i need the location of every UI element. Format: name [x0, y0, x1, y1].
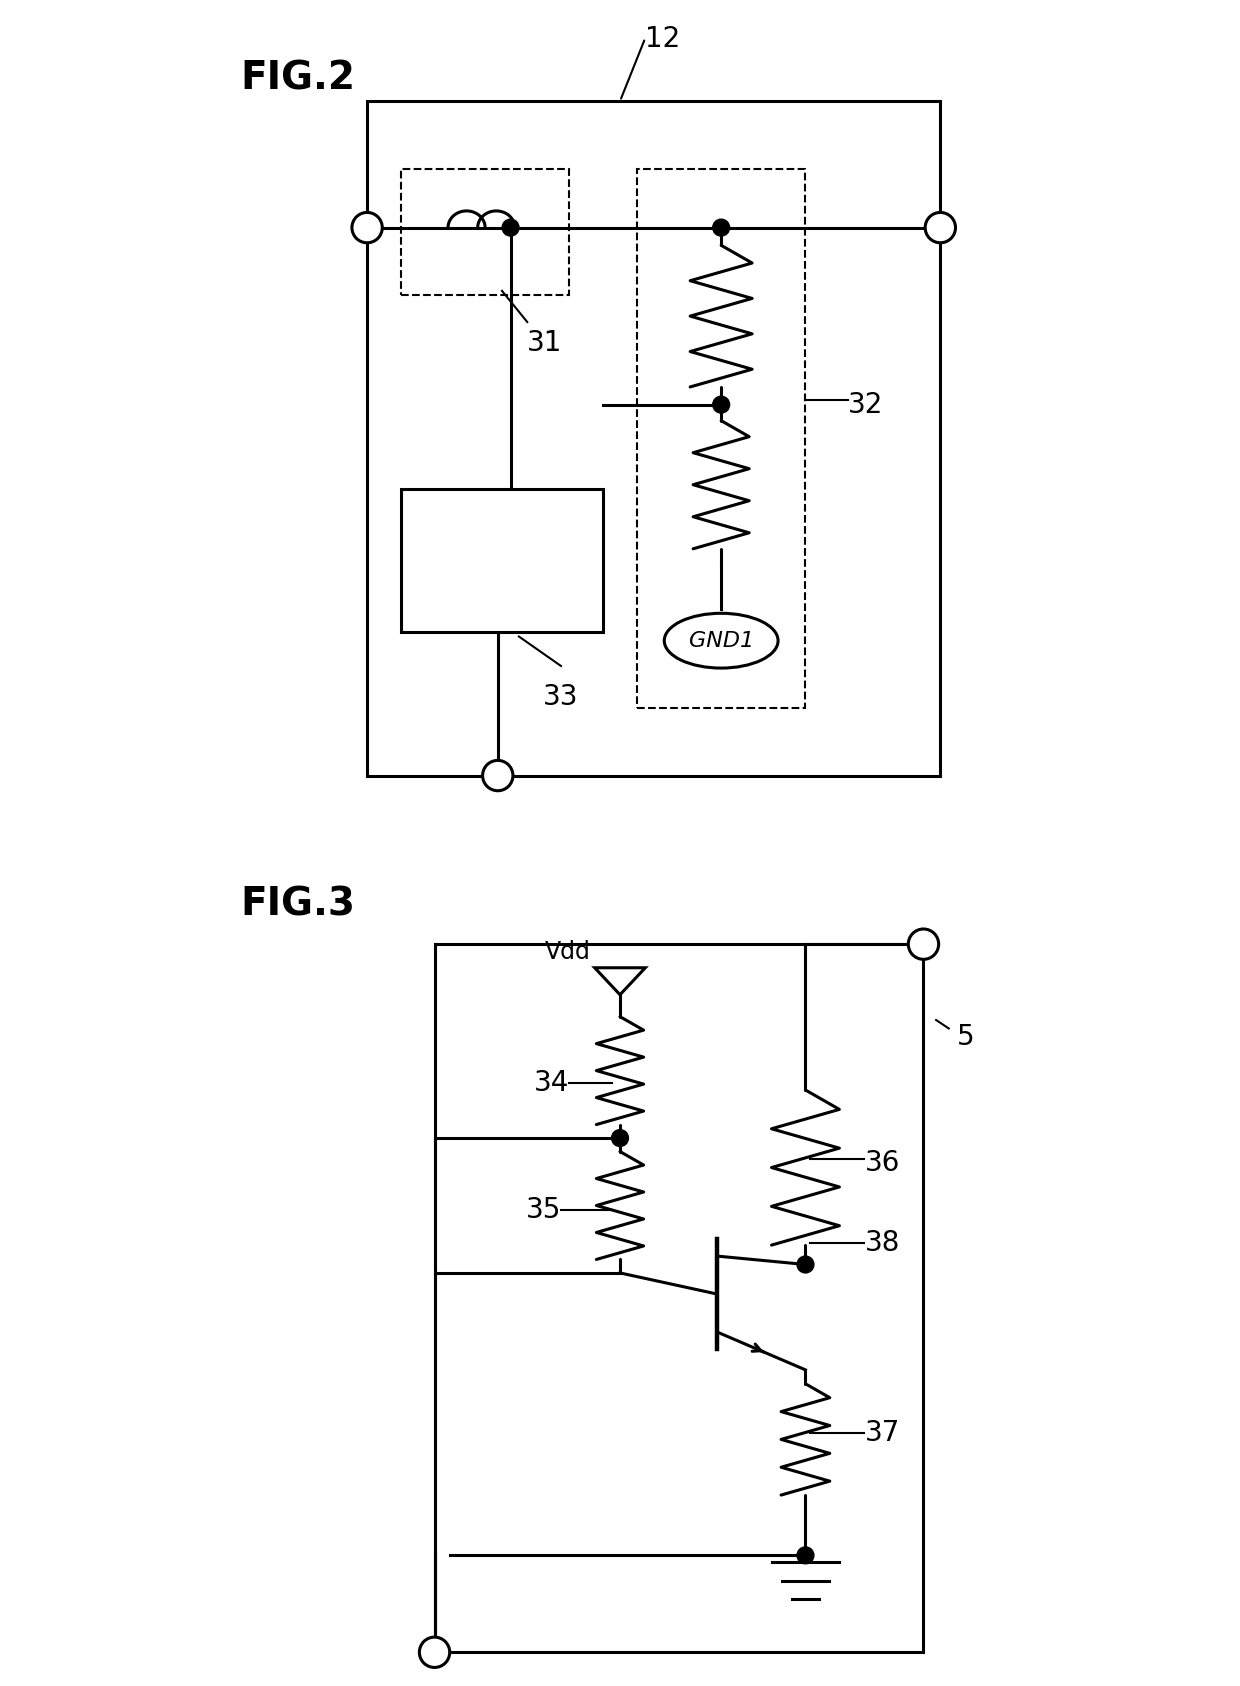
Circle shape: [713, 219, 729, 236]
Text: 33: 33: [543, 683, 579, 711]
Text: 36: 36: [864, 1150, 900, 1177]
Circle shape: [797, 1256, 813, 1273]
Text: GND1: GND1: [688, 631, 754, 651]
Text: 5: 5: [957, 1023, 975, 1050]
Circle shape: [419, 1637, 450, 1667]
Text: 12: 12: [645, 25, 680, 54]
Text: FIG.3: FIG.3: [241, 885, 356, 924]
Circle shape: [502, 219, 520, 236]
Text: 32: 32: [848, 391, 883, 418]
Text: 38: 38: [864, 1229, 900, 1258]
Circle shape: [925, 212, 956, 243]
Circle shape: [482, 760, 513, 791]
Circle shape: [352, 212, 382, 243]
Circle shape: [611, 1130, 629, 1146]
Circle shape: [797, 1548, 813, 1565]
Text: Vdd: Vdd: [544, 939, 590, 963]
Text: 37: 37: [864, 1420, 900, 1447]
Bar: [401, 489, 603, 632]
Bar: [367, 101, 940, 776]
Text: 31: 31: [527, 329, 563, 357]
Bar: [434, 944, 924, 1652]
Circle shape: [713, 396, 729, 413]
Text: 35: 35: [526, 1195, 560, 1224]
Circle shape: [909, 929, 939, 959]
Text: 34: 34: [534, 1069, 569, 1098]
Text: FIG.2: FIG.2: [241, 59, 356, 98]
